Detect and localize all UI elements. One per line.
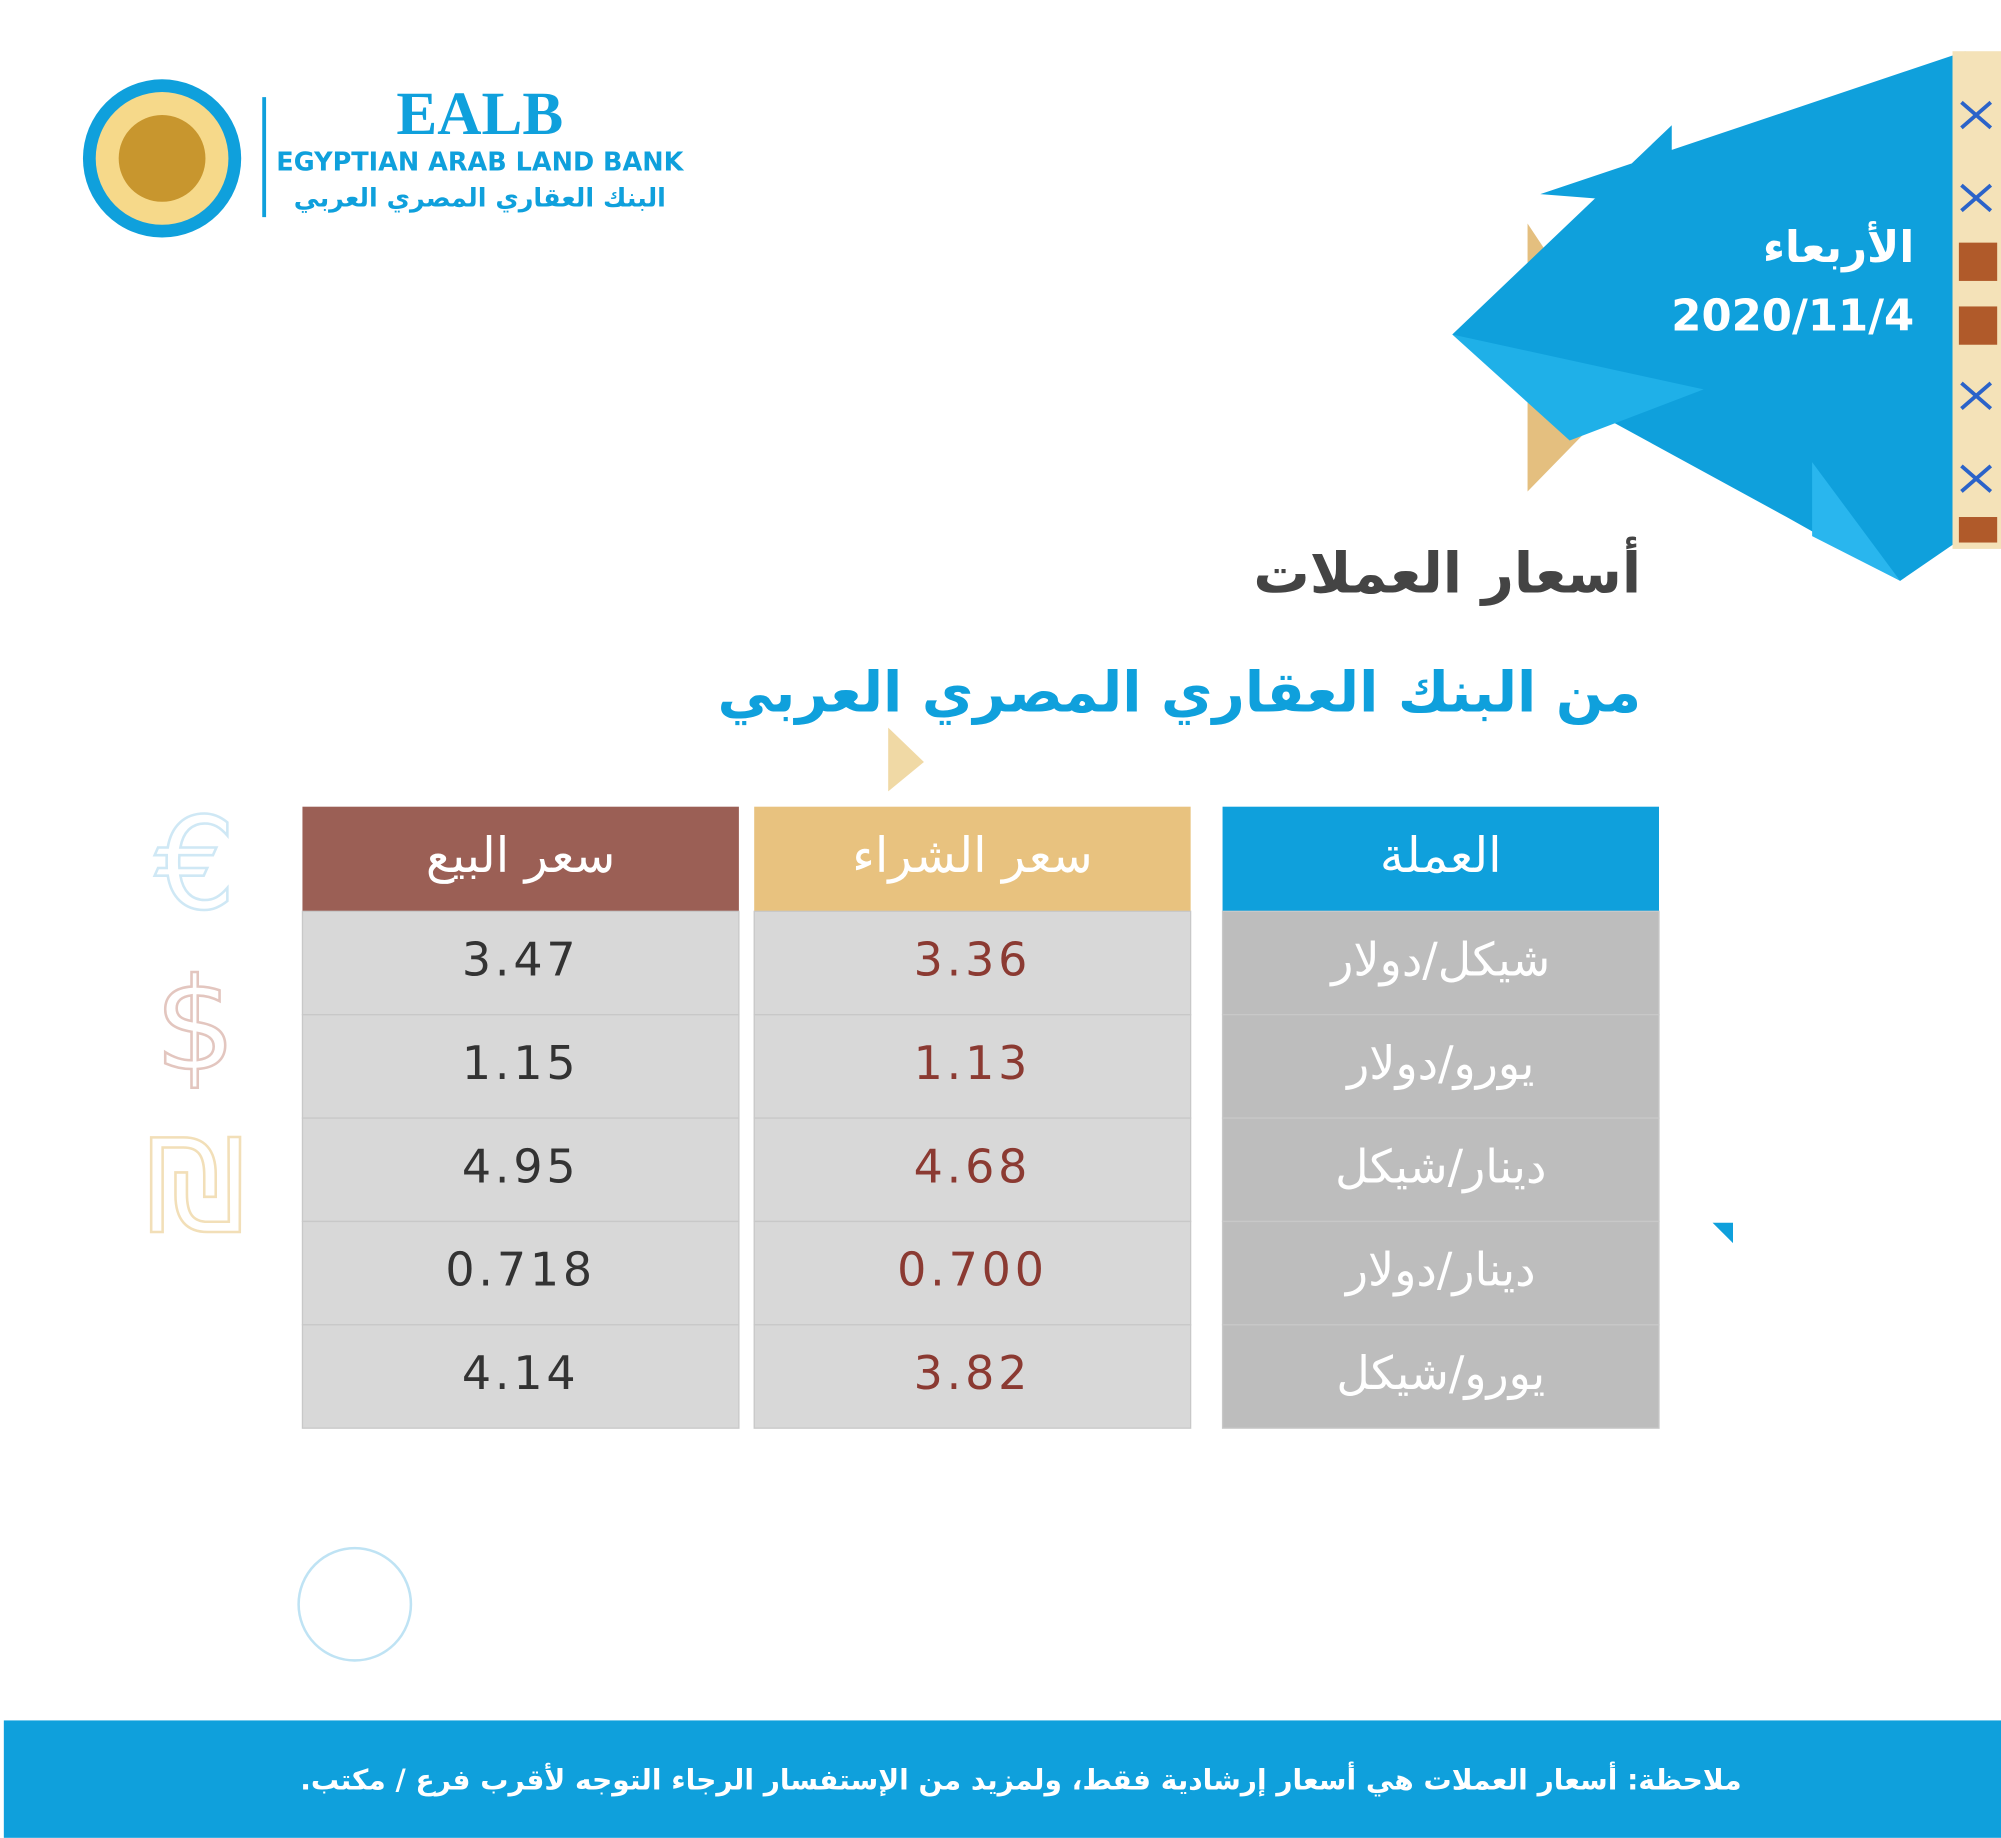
table-cell xyxy=(1221,1324,1660,1429)
table-cell xyxy=(753,1117,1192,1223)
currency-icon: $ xyxy=(155,952,236,1100)
rate: 0.718 xyxy=(445,1243,596,1297)
table-cell xyxy=(301,1220,740,1326)
rate: 4.14 xyxy=(462,1346,580,1400)
rate: 4.95 xyxy=(462,1139,580,1193)
table-cell xyxy=(301,1324,740,1429)
date: 2020/11/4 xyxy=(1671,292,1914,342)
header-cell xyxy=(302,806,739,912)
table-cell xyxy=(753,1220,1192,1326)
logo-acronym: EALB xyxy=(396,80,563,148)
table-cell xyxy=(753,1014,1192,1119)
table-cell xyxy=(301,1014,740,1119)
table-cell xyxy=(301,1117,740,1223)
currency-pair: دينار/دولار xyxy=(1344,1243,1536,1298)
table-cell xyxy=(301,910,740,1016)
rate: 3.47 xyxy=(462,933,580,987)
rate: 4.68 xyxy=(914,1139,1032,1193)
header-text: سعر الشراء xyxy=(852,828,1093,884)
currency-pair: يورو/شيكل xyxy=(1336,1346,1545,1401)
logo-name-en: EGYPTIAN ARAB LAND BANK xyxy=(276,148,684,178)
table-cell xyxy=(1221,1220,1660,1326)
currency-pair: شيكل/دولار xyxy=(1329,933,1550,988)
rate: 0.700 xyxy=(897,1243,1048,1297)
header-cell xyxy=(1222,806,1659,912)
currency-icon: € xyxy=(155,791,236,939)
note: ملاحظة: أسعار العملات هي أسعار إرشادية ف… xyxy=(300,1762,1741,1798)
rate: 3.82 xyxy=(914,1346,1032,1400)
subtitle: من البنك العقاري المصري العربي xyxy=(717,660,1641,725)
logo xyxy=(82,79,267,238)
header-text: سعر البيع xyxy=(426,828,616,884)
table-cell xyxy=(1221,1014,1660,1119)
currency-pair: يورو/دولار xyxy=(1345,1036,1534,1091)
table-cell xyxy=(1221,910,1660,1016)
rate: 3.36 xyxy=(914,933,1032,987)
table-cell xyxy=(753,910,1192,1016)
table-cell xyxy=(1221,1117,1660,1223)
table-cell xyxy=(753,1324,1192,1429)
title: أسعار العملات xyxy=(1253,537,1641,607)
header-cell xyxy=(754,806,1191,912)
rate: 1.13 xyxy=(914,1036,1032,1090)
decoration xyxy=(3,51,2001,1838)
day: الأربعاء xyxy=(1763,220,1914,273)
header-text: العملة xyxy=(1380,828,1502,884)
logo-name-ar: البنك العقاري المصري العربي xyxy=(294,183,666,213)
rate: 1.15 xyxy=(462,1036,580,1090)
currency-pair: دينار/شيكل xyxy=(1335,1139,1546,1193)
currency-icon: ₪ xyxy=(145,1113,245,1261)
